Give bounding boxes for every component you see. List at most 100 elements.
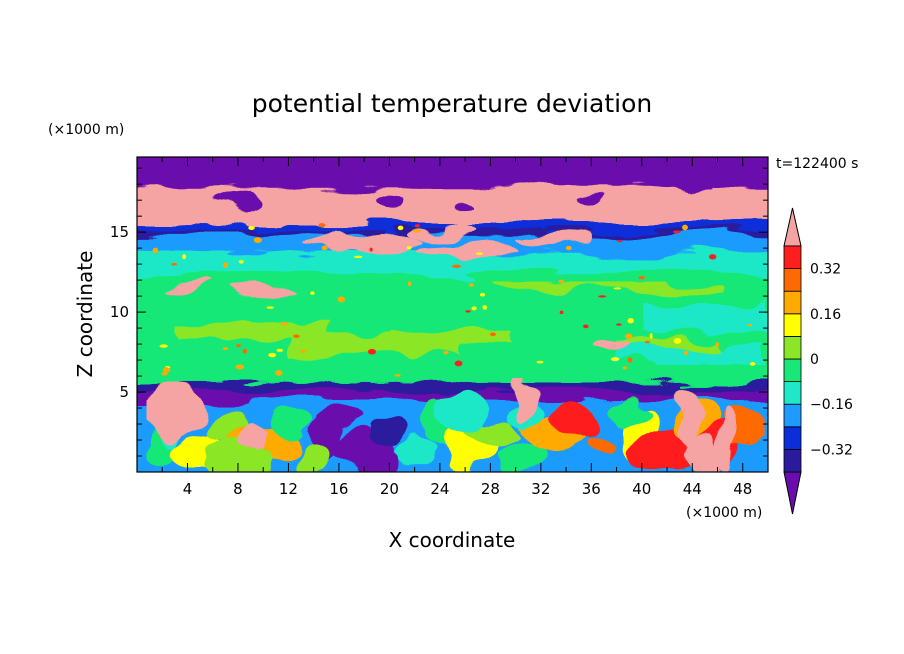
speckle [275, 369, 283, 376]
speckle [235, 364, 245, 370]
speckle [238, 260, 244, 264]
speckle [353, 255, 363, 259]
chart-title: potential temperature deviation [252, 89, 652, 118]
colorbar-label: 0.32 [810, 262, 841, 278]
pink-plume [671, 384, 700, 445]
speckle [617, 239, 623, 243]
colorbar: 0.32 0.16 0 −0.16 −0.32 [783, 207, 853, 515]
colorbar-label: 0 [810, 352, 819, 368]
purple-hole [579, 191, 604, 202]
speckle [337, 296, 346, 303]
speckle [715, 342, 720, 348]
speckle [407, 281, 412, 287]
colorbar-box [783, 268, 802, 292]
speckle [672, 230, 681, 234]
speckle [162, 367, 171, 373]
x-tick-label: 44 [683, 480, 702, 498]
pink-plume [722, 414, 739, 467]
speckle [318, 223, 326, 228]
speckle [310, 291, 315, 295]
turbulent-blob [204, 442, 272, 472]
speckle [222, 262, 229, 268]
speckle [465, 310, 471, 313]
turbulent-blob [442, 388, 488, 434]
layer-band [137, 222, 768, 233]
y-tick-label: 10 [110, 303, 129, 321]
speckle [476, 252, 483, 255]
speckle [708, 254, 717, 260]
speckle [598, 295, 607, 298]
pink-streak [415, 245, 516, 258]
contour-field [137, 157, 768, 472]
speckle [367, 348, 377, 355]
speckle [394, 374, 401, 377]
purple-hole [672, 181, 713, 194]
speckle [414, 224, 421, 228]
x-tick-label: 32 [531, 480, 550, 498]
x-axis: 4 8 12 16 20 24 28 32 36 40 44 48 [161, 157, 752, 498]
x-tick-label: 4 [183, 480, 193, 498]
speckle [248, 225, 255, 231]
x-tick-label: 12 [279, 480, 298, 498]
speckle [454, 360, 463, 367]
x-tick-label: 8 [233, 480, 243, 498]
purple-hole [375, 194, 404, 207]
mid-patches [174, 281, 768, 365]
x-axis-label: X coordinate [389, 528, 516, 552]
x-unit-label: (×1000 m) [686, 505, 762, 521]
speckle [222, 347, 229, 351]
speckle [242, 348, 248, 354]
colorbar-box [783, 335, 802, 360]
speckle [683, 350, 689, 356]
speckle [321, 245, 328, 251]
speckle [468, 283, 474, 287]
turbulent-blob [611, 400, 648, 423]
time-label: t=122400 s [776, 156, 858, 172]
speckle [236, 344, 241, 348]
pink-streak [409, 230, 470, 241]
pink-streak [513, 233, 594, 244]
speckle [583, 324, 589, 329]
colorbar-box [783, 290, 802, 315]
y-tick-label: 5 [119, 383, 129, 401]
x-tick-label: 16 [329, 480, 348, 498]
speckle [649, 333, 653, 339]
colorbar-box [783, 448, 802, 473]
pink-streak [602, 341, 631, 354]
x-tick-label: 20 [380, 480, 399, 498]
y-unit-label: (×1000 m) [48, 122, 124, 138]
speckle [397, 225, 404, 231]
speckle [159, 344, 168, 348]
speckle [182, 254, 187, 260]
pink-plume [146, 378, 203, 439]
layer-band [137, 251, 768, 276]
speckle [624, 333, 633, 339]
speckle [253, 237, 262, 243]
speckles [152, 223, 756, 377]
speckle [747, 323, 753, 327]
purple-hole [211, 194, 264, 207]
speckle [293, 334, 300, 338]
speckle [622, 366, 628, 370]
speckle [682, 224, 688, 231]
pink-plume [240, 420, 261, 453]
colorbar-label: 0.16 [810, 307, 841, 323]
plot-frame [136, 156, 769, 473]
layer-band [137, 382, 768, 394]
turbulent-blob [683, 434, 726, 472]
upper-streaks [165, 181, 713, 354]
turbulent-blob [295, 439, 332, 472]
mid-patch [389, 329, 516, 346]
colorbar-box [783, 358, 802, 383]
speckle [638, 275, 646, 280]
lower-blobs [146, 378, 765, 472]
pink-streak [229, 287, 298, 298]
speckle [369, 247, 373, 252]
speckle [627, 318, 634, 324]
y-axis-label: Z coordinate [73, 251, 97, 378]
x-tick-label: 40 [632, 480, 651, 498]
x-tick-label: 28 [481, 480, 500, 498]
turbulent-blob [396, 436, 433, 469]
speckle [536, 360, 544, 364]
